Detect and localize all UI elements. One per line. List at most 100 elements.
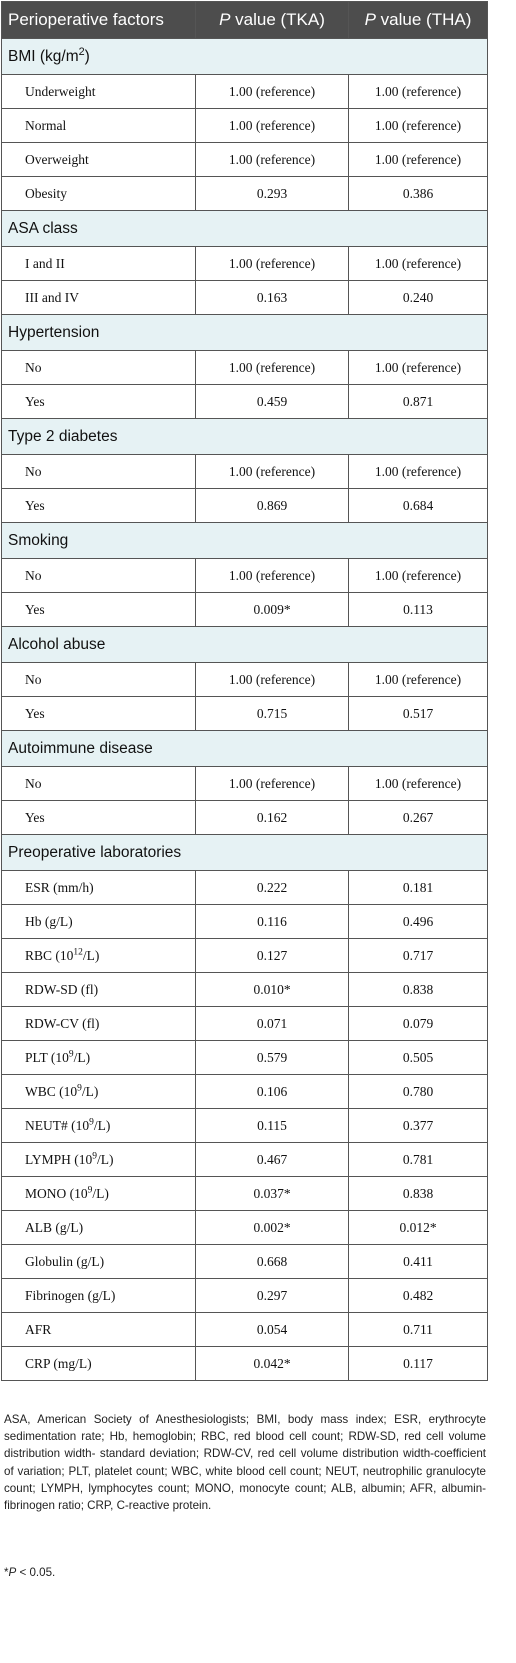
- p-value-tha: 0.181: [348, 870, 488, 905]
- section-row: Type 2 diabetes: [1, 418, 488, 455]
- factor-label: WBC (109/L): [1, 1074, 196, 1109]
- p-value-tka: 1.00 (reference): [195, 766, 349, 801]
- table-row: Yes 0.009* 0.113: [1, 592, 488, 627]
- table-row: MONO (109/L) 0.037* 0.838: [1, 1176, 488, 1211]
- section-row: ASA class: [1, 210, 488, 247]
- p-value-tha: 1.00 (reference): [348, 246, 488, 281]
- table-row: Yes 0.715 0.517: [1, 696, 488, 731]
- p-value-tha: 0.079: [348, 1006, 488, 1041]
- p-value-tka: 0.222: [195, 870, 349, 905]
- p-value-tka: 0.116: [195, 904, 349, 939]
- table-row: Fibrinogen (g/L) 0.297 0.482: [1, 1278, 488, 1313]
- factor-label: Fibrinogen (g/L): [1, 1278, 196, 1313]
- factor-label: Yes: [1, 800, 196, 835]
- p-value-tha: 0.781: [348, 1142, 488, 1177]
- p-value-tka: 0.002*: [195, 1210, 349, 1245]
- factor-label: No: [1, 662, 196, 697]
- table-row: Yes 0.869 0.684: [1, 488, 488, 523]
- results-table: Perioperative factors P value (TKA) P va…: [1, 1, 488, 1381]
- table-row: Yes 0.162 0.267: [1, 800, 488, 835]
- table-footnote: ASA, American Society of Anesthesiologis…: [4, 1413, 486, 1513]
- table-row: No 1.00 (reference) 1.00 (reference): [1, 766, 488, 801]
- p-value-tka: 0.010*: [195, 972, 349, 1007]
- table-row: Normal 1.00 (reference) 1.00 (reference): [1, 108, 488, 143]
- section-title: Smoking: [1, 522, 488, 559]
- factor-label: NEUT# (109/L): [1, 1108, 196, 1143]
- factor-label: ALB (g/L): [1, 1210, 196, 1245]
- p-value-tha: 1.00 (reference): [348, 74, 488, 109]
- factor-label: Obesity: [1, 176, 196, 211]
- header-p-value-tha: P value (THA): [348, 1, 488, 39]
- p-value-tha: 1.00 (reference): [348, 142, 488, 177]
- section-row: Smoking: [1, 522, 488, 559]
- p-value-tha: 0.496: [348, 904, 488, 939]
- section-title: Autoimmune disease: [1, 730, 488, 767]
- p-value-tha: 0.411: [348, 1244, 488, 1279]
- table-row: Yes 0.459 0.871: [1, 384, 488, 419]
- p-value-tha: 0.684: [348, 488, 488, 523]
- factor-label: I and II: [1, 246, 196, 281]
- factor-label: RDW-CV (fl): [1, 1006, 196, 1041]
- p-value-tha: 0.517: [348, 696, 488, 731]
- factor-label: No: [1, 454, 196, 489]
- p-value-tka: 0.579: [195, 1040, 349, 1075]
- table-row: I and II 1.00 (reference) 1.00 (reference): [1, 246, 488, 281]
- p-value-tha: 0.717: [348, 938, 488, 973]
- table-row: LYMPH (109/L) 0.467 0.781: [1, 1142, 488, 1177]
- factor-label: LYMPH (109/L): [1, 1142, 196, 1177]
- table-row: CRP (mg/L) 0.042* 0.117: [1, 1346, 488, 1381]
- section-title: ASA class: [1, 210, 488, 247]
- section-row: Alcohol abuse: [1, 626, 488, 663]
- p-value-tha: 0.711: [348, 1312, 488, 1347]
- p-value-tha: 1.00 (reference): [348, 350, 488, 385]
- p-value-tha: 1.00 (reference): [348, 108, 488, 143]
- p-value-tha: 0.482: [348, 1278, 488, 1313]
- table-header-row: Perioperative factors P value (TKA) P va…: [1, 1, 488, 39]
- p-value-tha: 1.00 (reference): [348, 454, 488, 489]
- table-row: Globulin (g/L) 0.668 0.411: [1, 1244, 488, 1279]
- section-row: Preoperative laboratories: [1, 834, 488, 871]
- p-value-tha: 0.012*: [348, 1210, 488, 1245]
- factor-label: No: [1, 350, 196, 385]
- factor-label: Globulin (g/L): [1, 1244, 196, 1279]
- section-title: Hypertension: [1, 314, 488, 351]
- table-row: No 1.00 (reference) 1.00 (reference): [1, 662, 488, 697]
- factor-label: No: [1, 766, 196, 801]
- table-row: RDW-SD (fl) 0.010* 0.838: [1, 972, 488, 1007]
- table-row: RDW-CV (fl) 0.071 0.079: [1, 1006, 488, 1041]
- factor-label: Normal: [1, 108, 196, 143]
- section-title: Type 2 diabetes: [1, 418, 488, 455]
- header-p-value-tka: P value (TKA): [195, 1, 349, 39]
- table-row: Underweight 1.00 (reference) 1.00 (referen…: [1, 74, 488, 109]
- factor-label: Hb (g/L): [1, 904, 196, 939]
- section-title: BMI (kg/m2): [1, 38, 488, 75]
- factor-label: PLT (109/L): [1, 1040, 196, 1075]
- p-value-tha: 1.00 (reference): [348, 662, 488, 697]
- p-value-tka: 1.00 (reference): [195, 142, 349, 177]
- table-row: No 1.00 (reference) 1.00 (reference): [1, 350, 488, 385]
- factor-label: III and IV: [1, 280, 196, 315]
- p-value-tka: 0.293: [195, 176, 349, 211]
- p-value-tka: 0.037*: [195, 1176, 349, 1211]
- factor-label: Overweight: [1, 142, 196, 177]
- p-value-tka: 1.00 (reference): [195, 350, 349, 385]
- p-value-tha: 0.780: [348, 1074, 488, 1109]
- p-value-tka: 0.127: [195, 938, 349, 973]
- p-value-tha: 0.267: [348, 800, 488, 835]
- table-row: ALB (g/L) 0.002* 0.012*: [1, 1210, 488, 1245]
- table-row: No 1.00 (reference) 1.00 (reference): [1, 454, 488, 489]
- factor-label: Yes: [1, 592, 196, 627]
- section-title: Alcohol abuse: [1, 626, 488, 663]
- p-value-tha: 0.240: [348, 280, 488, 315]
- table-row: Obesity 0.293 0.386: [1, 176, 488, 211]
- factor-label: ESR (mm/h): [1, 870, 196, 905]
- p-value-tka: 0.668: [195, 1244, 349, 1279]
- factor-label: RBC (1012/L): [1, 938, 196, 973]
- p-value-tha: 0.838: [348, 1176, 488, 1211]
- p-value-tka: 0.715: [195, 696, 349, 731]
- p-value-tka: 1.00 (reference): [195, 108, 349, 143]
- p-value-tka: 0.115: [195, 1108, 349, 1143]
- section-row: Hypertension: [1, 314, 488, 351]
- p-value-tka: 1.00 (reference): [195, 246, 349, 281]
- p-value-tha: 0.117: [348, 1346, 488, 1381]
